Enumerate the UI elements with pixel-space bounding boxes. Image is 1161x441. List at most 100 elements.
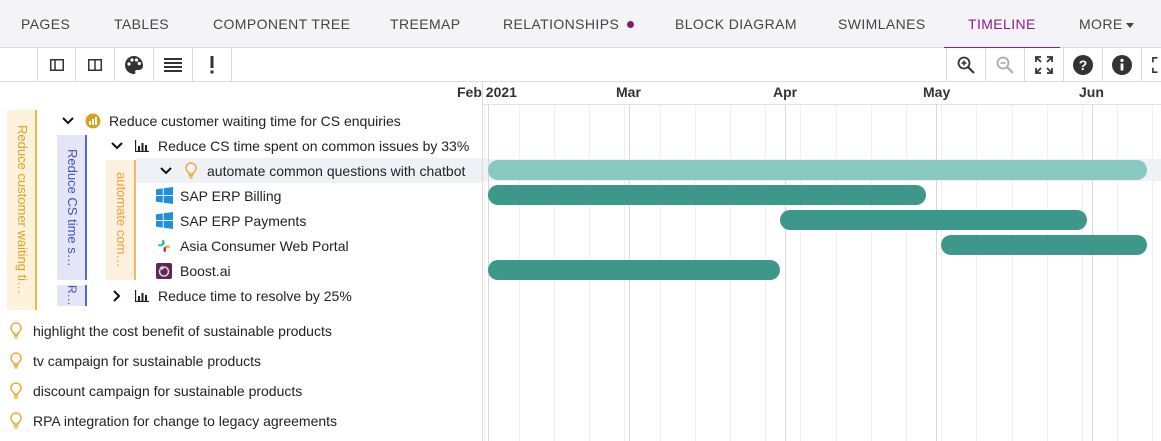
tree-row-application[interactable]: SAP ERP Payments <box>155 208 306 233</box>
tab-label: TREEMAP <box>390 16 461 32</box>
week-gridline <box>871 105 872 441</box>
tree-row-initiative[interactable]: automate common questions with chatbot <box>136 158 482 183</box>
tab-label: COMPONENT TREE <box>213 16 351 32</box>
chevron-right-icon[interactable] <box>109 288 125 304</box>
week-gridline <box>836 105 837 441</box>
timeline-toolbar: ? <box>0 48 1161 82</box>
tree-row-key-result[interactable]: Reduce time to resolve by 25% <box>109 283 352 308</box>
week-gridline <box>1082 105 1083 441</box>
key-result-group-band[interactable]: Reduce CS time s… <box>57 135 87 280</box>
split-panel-button[interactable] <box>37 48 75 82</box>
tree-row-label: automate common questions with chatbot <box>207 162 466 179</box>
tab-label: MORE <box>1079 16 1123 32</box>
windows-icon <box>155 187 173 205</box>
tree-row-label: Reduce CS time spent on common issues by… <box>158 137 470 154</box>
tree-row-objective[interactable]: Reduce customer waiting time for CS enqu… <box>60 108 401 133</box>
month-label: Mar <box>616 84 641 100</box>
zoom-out-icon <box>996 56 1014 74</box>
chevron-down-icon[interactable] <box>60 113 76 129</box>
fullscreen-button[interactable] <box>1024 48 1062 82</box>
exclamation-icon <box>210 56 213 74</box>
tab-label: PAGES <box>21 16 71 32</box>
tree-row-label: Reduce customer waiting time for CS enqu… <box>109 112 401 129</box>
month-label: Feb 2021 <box>457 84 517 100</box>
month-gridline <box>785 105 786 441</box>
tree-row-application[interactable]: Boost.ai <box>155 258 231 283</box>
notification-dot <box>627 20 635 28</box>
info-button[interactable] <box>1102 48 1140 82</box>
week-gridline <box>800 105 801 441</box>
tab-label: RELATIONSHIPS <box>503 16 620 32</box>
timeline-bar[interactable] <box>488 260 780 280</box>
timeline-chart: Feb 2021 Mar Apr May Jun <box>457 82 1161 441</box>
week-gridline <box>1117 105 1118 441</box>
timeline-bar[interactable] <box>780 210 1087 230</box>
idea-label: discount campaign for sustainable produc… <box>33 382 303 399</box>
objective-group-band[interactable]: Reduce customer waiting ti… <box>7 110 37 310</box>
week-gridline <box>1152 105 1153 441</box>
lightbulb-icon <box>9 322 23 340</box>
split-panel-right-button[interactable] <box>75 48 113 82</box>
lightbulb-icon <box>9 382 23 400</box>
tab-label: TIMELINE <box>968 16 1036 32</box>
chevron-down-icon[interactable] <box>109 138 125 154</box>
lightbulb-icon <box>9 352 23 370</box>
tab-relationships[interactable]: RELATIONSHIPS <box>503 0 635 48</box>
tab-treemap[interactable]: TREEMAP <box>390 0 460 48</box>
tab-label: SWIMLANES <box>838 16 926 32</box>
timeline-bar[interactable] <box>488 160 1147 180</box>
idea-row[interactable]: discount campaign for sustainable produc… <box>9 378 302 403</box>
idea-label: highlight the cost benefit of sustainabl… <box>33 322 332 339</box>
month-gridline <box>1092 105 1093 441</box>
tree-row-application[interactable]: Asia Consumer Web Portal <box>155 233 349 258</box>
month-gridline <box>936 105 937 441</box>
initiative-group-band[interactable]: automate com… <box>106 160 136 280</box>
tab-more[interactable]: MORE <box>1079 0 1134 48</box>
svg-text:?: ? <box>1078 57 1087 73</box>
key-result-group-band-collapsed[interactable]: R… <box>57 285 87 306</box>
tab-block-diagram[interactable]: BLOCK DIAGRAM <box>675 0 797 48</box>
tree-row-label: SAP ERP Billing <box>180 187 282 204</box>
week-gridline <box>1012 105 1013 441</box>
color-palette-button[interactable] <box>114 48 152 82</box>
fullscreen-icon <box>1034 56 1053 74</box>
help-icon: ? <box>1072 55 1093 75</box>
tab-timeline[interactable]: TIMELINE <box>944 0 1060 49</box>
tab-label: BLOCK DIAGRAM <box>675 16 797 32</box>
timeline-bar[interactable] <box>488 185 926 205</box>
palette-icon <box>124 56 143 74</box>
month-label: May <box>923 84 951 100</box>
week-gridline <box>484 105 485 441</box>
month-label: Jun <box>1079 84 1104 100</box>
idea-label: RPA integration for change to legacy agr… <box>33 412 338 429</box>
coins-icon <box>84 112 102 130</box>
tree-row-application[interactable]: SAP ERP Billing <box>155 183 281 208</box>
tab-component-tree[interactable]: COMPONENT TREE <box>213 0 350 48</box>
chevron-down-icon[interactable] <box>158 163 174 179</box>
zoom-in-button[interactable] <box>946 48 984 82</box>
tree-row-label: Boost.ai <box>180 262 231 279</box>
week-gridline <box>1047 105 1048 441</box>
split-panel-right-icon <box>87 59 102 71</box>
expand-button[interactable] <box>1141 48 1161 82</box>
zoom-out-button[interactable] <box>985 48 1023 82</box>
idea-row[interactable]: RPA integration for change to legacy agr… <box>9 408 337 433</box>
info-icon <box>1111 55 1132 75</box>
tab-pages[interactable]: PAGES <box>21 0 70 48</box>
tab-tables[interactable]: TABLES <box>114 0 169 48</box>
timeline-header-divider <box>483 104 1161 105</box>
expand-icon <box>1152 56 1158 74</box>
week-gridline <box>976 105 977 441</box>
boost-icon <box>155 262 173 280</box>
bar-chart-icon <box>133 287 151 305</box>
tab-swimlanes[interactable]: SWIMLANES <box>838 0 926 48</box>
list-view-button[interactable] <box>153 48 191 82</box>
warnings-button[interactable] <box>192 48 230 82</box>
tree-row-key-result[interactable]: Reduce CS time spent on common issues by… <box>109 133 469 158</box>
help-button[interactable]: ? <box>1063 48 1101 82</box>
idea-row[interactable]: highlight the cost benefit of sustainabl… <box>9 318 332 343</box>
timeline-bar[interactable] <box>941 235 1147 255</box>
bar-chart-icon <box>133 137 151 155</box>
idea-row[interactable]: tv campaign for sustainable products <box>9 348 261 373</box>
split-panel-icon <box>49 59 64 71</box>
